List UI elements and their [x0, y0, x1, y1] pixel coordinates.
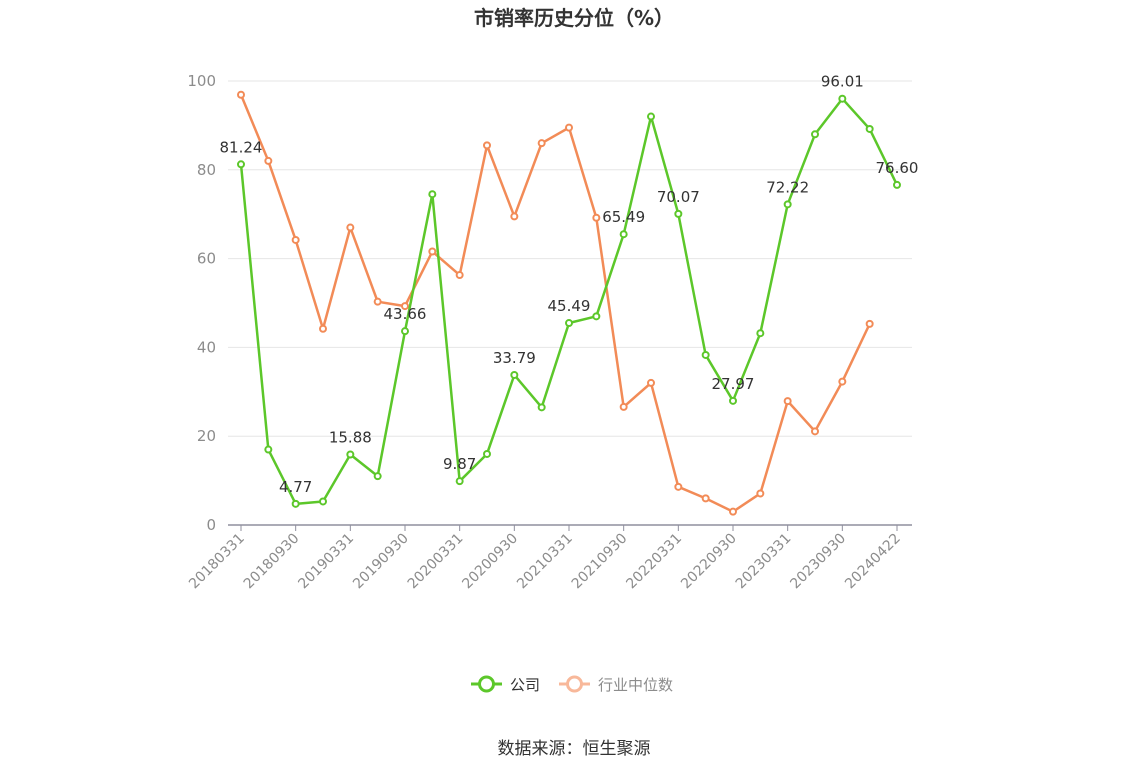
- data-label: 72.22: [766, 178, 809, 196]
- y-tick-label: 0: [206, 516, 216, 534]
- data-point[interactable]: [647, 378, 655, 387]
- data-point[interactable]: [592, 312, 601, 321]
- y-tick-label: 20: [197, 427, 216, 445]
- data-point[interactable]: [510, 212, 519, 221]
- series-industry-median: [237, 90, 874, 516]
- data-point[interactable]: [647, 112, 655, 121]
- data-point[interactable]: [373, 472, 382, 481]
- data-point[interactable]: [811, 130, 819, 139]
- data-label: 4.77: [279, 478, 312, 496]
- data-point[interactable]: [319, 324, 327, 333]
- series-company: [237, 94, 901, 508]
- x-tick-label: 20180331: [186, 531, 248, 593]
- x-tick-label: 20200331: [405, 531, 467, 593]
- x-tick-label: 20220930: [678, 531, 740, 593]
- data-point[interactable]: [455, 271, 464, 280]
- data-point[interactable]: [401, 302, 409, 311]
- data-point[interactable]: [701, 350, 710, 359]
- x-tick-label: 20210331: [514, 531, 576, 593]
- data-point[interactable]: [537, 139, 546, 148]
- series-line: [239, 94, 871, 513]
- x-tick-label: 20230930: [787, 531, 849, 593]
- data-label: 81.24: [220, 138, 263, 156]
- x-axis: 2018033120180930201903312019093020200331…: [186, 524, 912, 593]
- x-tick-label: 20190930: [350, 531, 412, 593]
- legend: 公司 行业中位数: [471, 675, 673, 694]
- data-point[interactable]: [674, 209, 683, 218]
- data-point[interactable]: [729, 396, 737, 405]
- data-point[interactable]: [428, 247, 437, 256]
- data-label: 96.01: [821, 73, 864, 91]
- y-tick-label: 40: [197, 338, 216, 356]
- data-label: 27.97: [712, 375, 755, 393]
- x-tick-label: 20240422: [842, 531, 904, 593]
- series-layer: [237, 90, 901, 516]
- legend-item-company[interactable]: 公司: [471, 675, 540, 694]
- data-point[interactable]: [264, 445, 273, 454]
- data-point[interactable]: [428, 190, 437, 199]
- data-point[interactable]: [264, 156, 273, 165]
- data-label: 76.60: [876, 159, 919, 177]
- data-label: 33.79: [493, 349, 536, 367]
- x-tick-label: 20190331: [295, 531, 357, 593]
- data-point[interactable]: [291, 235, 300, 244]
- legend-label-company: 公司: [510, 676, 540, 694]
- legend-label-industry-median: 行业中位数: [598, 676, 673, 694]
- legend-marker-industry-median: [566, 675, 583, 693]
- data-point[interactable]: [346, 450, 355, 459]
- data-point[interactable]: [565, 123, 573, 132]
- x-tick-label: 20230331: [733, 531, 795, 593]
- data-label: 65.49: [602, 208, 645, 226]
- y-axis-ticks: 0 20 40 60 80 100: [187, 72, 216, 534]
- data-point[interactable]: [483, 449, 491, 458]
- data-point[interactable]: [893, 180, 901, 189]
- data-point[interactable]: [811, 427, 819, 436]
- data-label: 45.49: [548, 297, 591, 315]
- source-note: 数据来源：恒生聚源: [498, 739, 651, 759]
- data-point[interactable]: [756, 329, 765, 338]
- data-point[interactable]: [729, 507, 737, 516]
- y-tick-label: 100: [187, 72, 216, 90]
- data-label: 43.66: [384, 305, 427, 323]
- data-label: 9.87: [443, 455, 476, 473]
- data-point[interactable]: [838, 94, 847, 103]
- data-point[interactable]: [592, 213, 601, 222]
- data-point[interactable]: [674, 482, 683, 491]
- data-point[interactable]: [237, 90, 245, 99]
- data-point[interactable]: [619, 230, 628, 239]
- x-tick-label: 20210930: [569, 531, 631, 593]
- data-point[interactable]: [346, 223, 355, 232]
- data-point[interactable]: [565, 319, 573, 328]
- data-point[interactable]: [537, 403, 546, 412]
- data-point[interactable]: [783, 397, 792, 406]
- data-labels: 81.24 4.77 15.88 43.66 9.87 33.79 45.49 65.49 70…: [220, 73, 919, 496]
- x-tick-label: 20200930: [459, 531, 521, 593]
- x-tick-label: 20220331: [623, 531, 685, 593]
- data-point[interactable]: [865, 319, 874, 328]
- data-point[interactable]: [401, 327, 409, 336]
- data-point[interactable]: [619, 402, 628, 411]
- legend-item-industry-median[interactable]: 行业中位数: [559, 675, 673, 694]
- data-point[interactable]: [237, 160, 245, 169]
- data-point[interactable]: [291, 499, 300, 508]
- chart-title: 市销率历史分位（%）: [474, 6, 674, 30]
- legend-marker-company: [478, 675, 495, 693]
- x-tick-label: 20180930: [241, 531, 303, 593]
- data-point[interactable]: [783, 200, 792, 209]
- data-label: 70.07: [657, 188, 700, 206]
- y-tick-label: 80: [197, 161, 216, 179]
- data-point[interactable]: [373, 297, 382, 306]
- data-point[interactable]: [756, 489, 765, 498]
- data-point[interactable]: [319, 497, 327, 506]
- data-point[interactable]: [838, 377, 847, 386]
- data-point[interactable]: [455, 477, 464, 486]
- data-label: 15.88: [329, 428, 372, 446]
- data-point[interactable]: [510, 370, 519, 379]
- data-point[interactable]: [701, 494, 710, 503]
- data-point[interactable]: [483, 141, 491, 150]
- data-point[interactable]: [865, 124, 874, 133]
- y-tick-label: 60: [197, 250, 216, 268]
